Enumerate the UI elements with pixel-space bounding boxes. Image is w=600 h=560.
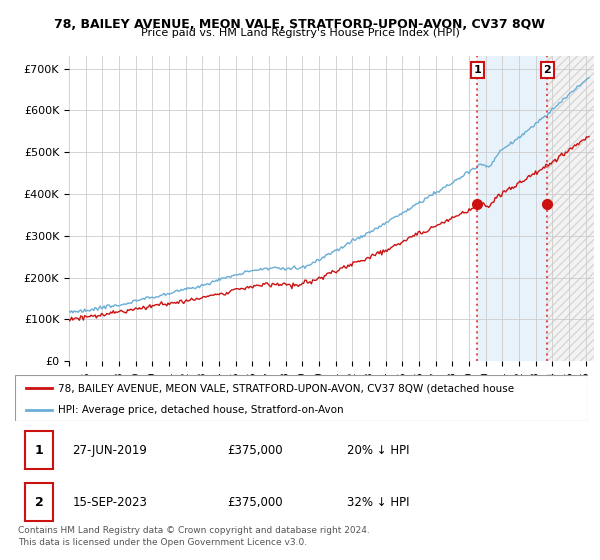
Text: £375,000: £375,000 [227,496,283,508]
Text: Contains HM Land Registry data © Crown copyright and database right 2024.
This d: Contains HM Land Registry data © Crown c… [18,526,370,547]
Text: 15-SEP-2023: 15-SEP-2023 [73,496,147,508]
Text: Price paid vs. HM Land Registry's House Price Index (HPI): Price paid vs. HM Land Registry's House … [140,28,460,38]
Bar [547,56,594,361]
Text: 1: 1 [35,444,43,456]
Bar [477,56,547,361]
Text: 1: 1 [473,65,481,75]
Text: 78, BAILEY AVENUE, MEON VALE, STRATFORD-UPON-AVON, CV37 8QW (detached house: 78, BAILEY AVENUE, MEON VALE, STRATFORD-… [58,383,514,393]
Bar [25,483,53,521]
Text: 78, BAILEY AVENUE, MEON VALE, STRATFORD-UPON-AVON, CV37 8QW: 78, BAILEY AVENUE, MEON VALE, STRATFORD-… [55,18,545,31]
Text: 27-JUN-2019: 27-JUN-2019 [73,444,147,456]
Text: 20% ↓ HPI: 20% ↓ HPI [347,444,410,456]
Text: 32% ↓ HPI: 32% ↓ HPI [347,496,410,508]
Text: 2: 2 [544,65,551,75]
Text: 2: 2 [35,496,43,508]
Text: HPI: Average price, detached house, Stratford-on-Avon: HPI: Average price, detached house, Stra… [58,405,344,414]
Bar [25,431,53,469]
Text: £375,000: £375,000 [227,444,283,456]
